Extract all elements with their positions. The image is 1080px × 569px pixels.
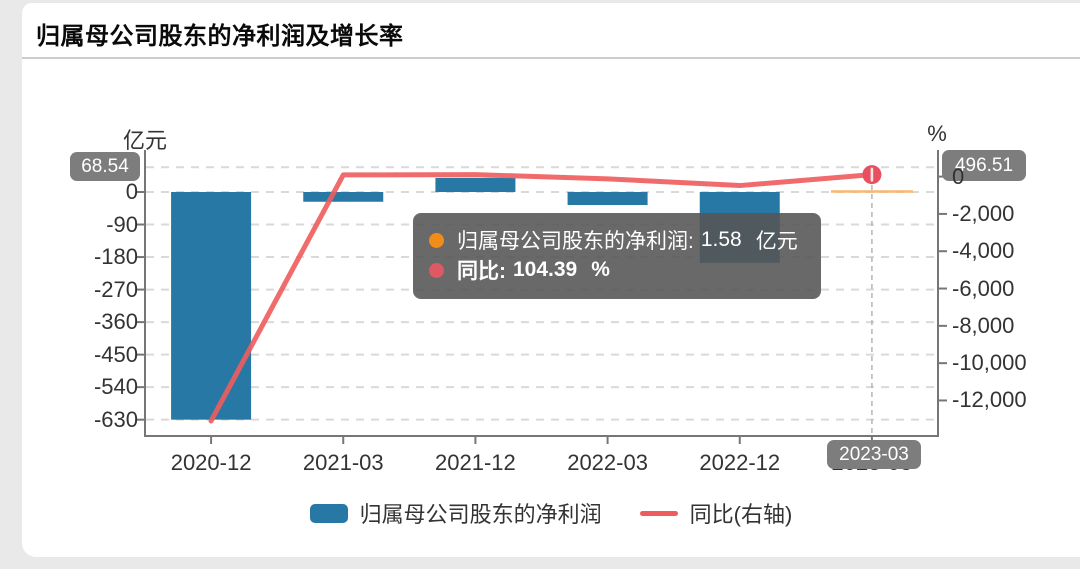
left-axis-tick-label: -540 xyxy=(93,374,138,400)
x-axis-label: 2020-12 xyxy=(170,450,252,475)
bar-series-dot-icon xyxy=(429,232,444,248)
right-axis-tick-label: -2,000 xyxy=(952,200,1015,226)
x-axis-label: 2021-12 xyxy=(435,450,516,475)
legend-line-swatch[interactable] xyxy=(639,510,678,516)
tooltip-yoy-value: 104.39 xyxy=(513,258,578,281)
left-axis-tick-label: -450 xyxy=(93,341,138,367)
left-axis-tick-label: -270 xyxy=(93,276,138,302)
page-title: 归属母公司股东的净利润及增长率 xyxy=(36,23,404,50)
legend: 归属母公司股东的净利润 同比(右轴) xyxy=(22,497,1080,529)
left-axis-tick-label: -360 xyxy=(93,309,138,335)
tooltip: 归属母公司股东的净利润: 1.58 亿元 同比: 104.39 % xyxy=(413,213,821,299)
bar-2021-03[interactable] xyxy=(303,192,384,202)
right-axis-tick-label: -6,000 xyxy=(952,275,1015,301)
right-axis-tick-label: -8,000 xyxy=(952,312,1015,338)
x-axis-label: 2021-03 xyxy=(302,450,384,475)
left-axis-max-badge: 68.54 xyxy=(70,152,140,181)
right-axis-tick-label: -4,000 xyxy=(952,238,1015,264)
left-axis-tick-label: -90 xyxy=(106,211,138,237)
title-divider xyxy=(22,57,1080,59)
line-series-dot-icon xyxy=(429,262,444,278)
legend-bar-swatch[interactable] xyxy=(309,503,348,523)
right-axis-max-badge: 496.51 xyxy=(942,150,1026,181)
tooltip-row-yoy: 同比: 104.39 % xyxy=(429,255,821,285)
bar-2022-03[interactable] xyxy=(567,192,648,206)
tooltip-net-profit-value: 1.58 xyxy=(700,228,742,251)
x-axis-highlight-badge: 2023-03 xyxy=(827,440,921,469)
right-axis-tick-label: -10,000 xyxy=(952,350,1027,376)
x-axis-label: 2022-03 xyxy=(567,450,648,475)
legend-line-label[interactable]: 同比(右轴) xyxy=(689,502,793,527)
tooltip-yoy-unit: % xyxy=(591,258,610,281)
bar-2020-12[interactable] xyxy=(171,192,252,420)
left-axis-tick-label: 0 xyxy=(125,179,138,204)
tooltip-net-profit-unit: 亿元 xyxy=(755,230,798,253)
left-axis-unit-label: 亿元 xyxy=(122,128,168,153)
marker-pointer-slit xyxy=(870,167,874,182)
legend-bar-label[interactable]: 归属母公司股东的净利润 xyxy=(359,502,602,527)
bar-2021-12[interactable] xyxy=(435,177,516,192)
tooltip-net-profit-label: 归属母公司股东的净利润: xyxy=(457,230,694,253)
right-axis-tick-label: 0 xyxy=(952,163,965,189)
right-axis-unit-label: % xyxy=(927,121,947,146)
left-axis-tick-label: -630 xyxy=(93,406,138,432)
tooltip-row-net-profit: 归属母公司股东的净利润: 1.58 亿元 xyxy=(429,225,821,255)
tooltip-yoy-label: 同比: xyxy=(457,260,506,283)
right-axis-tick-label: -12,000 xyxy=(952,387,1027,413)
left-axis-tick-label: -180 xyxy=(93,244,138,270)
yoy-line[interactable] xyxy=(208,172,875,424)
bar-2023-03-highlight[interactable] xyxy=(830,190,913,193)
x-axis-label: 2022-12 xyxy=(699,450,781,475)
